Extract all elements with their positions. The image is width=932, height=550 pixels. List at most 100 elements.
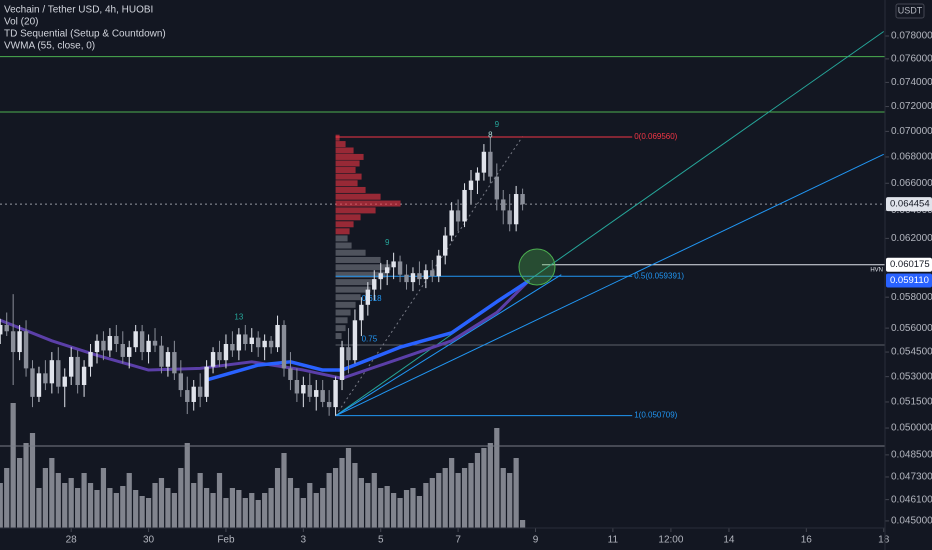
candle-body [0, 324, 3, 335]
volume-bar [461, 468, 468, 528]
volume-bar [191, 483, 197, 528]
candle-body [152, 340, 158, 346]
candle-body [10, 331, 16, 353]
candle-body [139, 331, 145, 353]
candle-body [301, 385, 306, 394]
y-tick-label: 0.062000 [891, 233, 932, 244]
volume-profile-row [335, 160, 360, 167]
candle-body [204, 366, 209, 397]
candle-body [352, 320, 358, 361]
volume-bar [352, 463, 358, 528]
volume-bar [126, 473, 132, 528]
volume-profile-row [335, 256, 381, 263]
candle-body [114, 336, 119, 345]
candle-body [68, 356, 74, 377]
indicator-label: TD Sequential (Setup & Countdown) [4, 29, 166, 40]
price-tag [886, 257, 932, 272]
currency-button[interactable] [895, 3, 925, 19]
candle-body [23, 331, 29, 369]
fib-label: 0.75 [362, 334, 378, 343]
candle-body [430, 270, 435, 277]
y-tick-label: 0.058000 [891, 292, 932, 303]
candle-body [185, 390, 190, 402]
candle-body [4, 324, 9, 332]
volume-bar [384, 486, 390, 528]
x-tick-label: 18 [878, 535, 890, 546]
volume-bar [223, 498, 229, 528]
volume-bar [403, 490, 410, 528]
candle-body [288, 368, 293, 380]
volume-bar [268, 488, 274, 528]
candle-body [423, 270, 429, 280]
y-tick-label: 0.050000 [891, 423, 932, 434]
volume-bar [107, 488, 113, 528]
volume-profile-row [335, 271, 386, 278]
candle-body [36, 373, 42, 397]
x-tick-label: Feb [217, 535, 235, 546]
currency-label[interactable]: USDT [898, 5, 923, 15]
volume-profile-row [335, 207, 376, 214]
candle-body [494, 176, 499, 200]
volume-bar [184, 443, 190, 528]
volume-profile-row [335, 173, 362, 180]
volume-profile-row [335, 134, 340, 141]
volume-profile-row [335, 228, 350, 235]
volume-bar [519, 520, 526, 528]
volume-bar [81, 473, 87, 528]
volume-bar [378, 488, 384, 528]
volume-bar [75, 488, 81, 528]
price-tag-label: 0.059110 [890, 275, 929, 286]
candle-body [217, 352, 222, 361]
volume-bar [197, 473, 203, 528]
candle-body [455, 210, 461, 222]
volume-profile-row [335, 264, 391, 271]
volume-bar [178, 468, 184, 528]
volume-bar [4, 468, 10, 528]
volume-bar [120, 486, 126, 528]
candle-body [17, 331, 22, 353]
candle-body [378, 273, 383, 280]
y-tick-label: 0.053000 [891, 371, 932, 382]
volume-profile-row [335, 221, 354, 228]
trend-line [335, 31, 884, 417]
volume-bar [513, 458, 519, 528]
td-label: 13 [234, 312, 243, 321]
volume-profile-row [335, 325, 346, 332]
volume-bar [249, 493, 255, 528]
candle-body [165, 352, 171, 367]
volume-profile-row [335, 200, 401, 207]
volume-bar [165, 488, 171, 528]
volume-bar [152, 483, 158, 528]
volume-bar [507, 473, 513, 528]
volume-bar [481, 448, 487, 528]
candle-body [223, 344, 229, 361]
volume-bar [326, 473, 332, 528]
candle-body [191, 386, 196, 402]
highlight-circle [518, 248, 556, 286]
candle-body [346, 347, 351, 361]
trend-line [335, 274, 562, 417]
td-label: 9 [495, 120, 500, 129]
volume-profile-row [335, 286, 371, 293]
volume-bar [87, 483, 94, 528]
candle-body [404, 274, 409, 283]
volume-profile-row [335, 279, 376, 286]
volume-profile-row [335, 153, 364, 160]
chart-title: Vechain / Tether USD, 4h, HUOBI [4, 5, 153, 16]
candle-body [178, 373, 184, 391]
volume-bar [487, 443, 493, 528]
price-tag-label: 0.060175 [890, 259, 930, 270]
candle-body [339, 347, 345, 380]
volume-bar [294, 488, 300, 528]
candle-body [372, 279, 377, 290]
candle-body [159, 345, 164, 367]
x-tick-label: 5 [378, 535, 384, 546]
candle-body [275, 324, 280, 348]
trend-line [335, 153, 884, 417]
volume-bar [216, 473, 223, 528]
indicator-label: VWMA (55, close, 0) [4, 41, 95, 52]
candle-body [449, 210, 454, 236]
x-tick-label: 16 [801, 535, 813, 546]
candle-body [256, 337, 261, 348]
